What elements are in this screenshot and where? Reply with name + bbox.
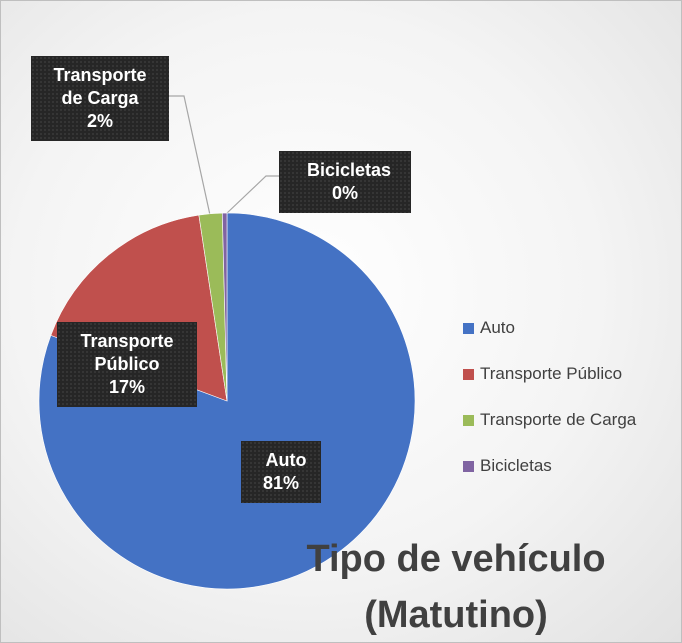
- data-label-name: Bicicletas: [306, 160, 392, 180]
- legend-swatch: [463, 322, 474, 334]
- legend-item: Transporte Público: [463, 364, 622, 384]
- data-label: Transporte de Carga 2%: [31, 56, 169, 141]
- leader-line: [169, 95, 211, 216]
- chart-title: Tipo de vehículo (Matutino): [306, 538, 606, 636]
- legend-swatch: [463, 368, 474, 380]
- legend-swatch: [463, 460, 474, 472]
- leader-line: [225, 175, 279, 215]
- data-label-value: 2%: [86, 111, 113, 131]
- pie-slice: [221, 212, 228, 402]
- legend-swatch: [463, 414, 474, 426]
- legend-item: Bicicletas: [463, 456, 552, 476]
- data-label: Bicicletas 0%: [279, 151, 411, 213]
- legend-label: Transporte Público: [480, 364, 623, 383]
- data-label: Auto 81%: [241, 441, 321, 503]
- legend-item: Auto: [463, 318, 515, 338]
- legend-label: Bicicletas: [480, 456, 552, 475]
- data-label-value: 17%: [108, 377, 146, 397]
- data-label-name: Auto: [265, 450, 307, 470]
- legend-item: Transporte de Carga: [463, 410, 636, 430]
- data-label-name: Transporte de Carga: [53, 65, 147, 108]
- data-label-value: 0%: [331, 183, 358, 203]
- legend-label: Auto: [480, 318, 515, 337]
- legend-label: Transporte de Carga: [480, 410, 637, 429]
- data-label-name: Transporte Público: [80, 331, 174, 374]
- data-label: Transporte Público 17%: [57, 322, 197, 407]
- data-label-value: 81%: [262, 473, 300, 493]
